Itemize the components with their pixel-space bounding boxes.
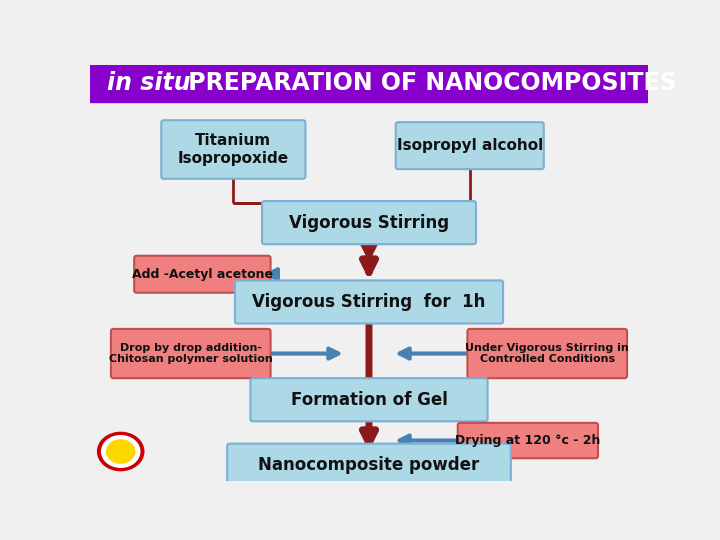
FancyBboxPatch shape (467, 329, 627, 378)
FancyBboxPatch shape (235, 280, 503, 323)
Text: Drop by drop addition-
Chitosan polymer solution: Drop by drop addition- Chitosan polymer … (109, 343, 273, 364)
FancyBboxPatch shape (134, 256, 271, 293)
FancyBboxPatch shape (251, 378, 487, 421)
Text: Add -Acetyl acetone: Add -Acetyl acetone (132, 268, 273, 281)
FancyBboxPatch shape (458, 423, 598, 458)
FancyBboxPatch shape (161, 120, 305, 179)
Text: PREPARATION OF NANOCOMPOSITES: PREPARATION OF NANOCOMPOSITES (180, 71, 677, 95)
Text: Vigorous Stirring: Vigorous Stirring (289, 214, 449, 232)
Text: Vigorous Stirring  for  1h: Vigorous Stirring for 1h (252, 293, 486, 311)
Text: Isopropyl alcohol: Isopropyl alcohol (397, 138, 543, 153)
FancyBboxPatch shape (396, 122, 544, 169)
Text: Formation of Gel: Formation of Gel (291, 391, 447, 409)
Text: Drying at 120 °c - 2h: Drying at 120 °c - 2h (455, 434, 600, 447)
Text: Titanium
Isopropoxide: Titanium Isopropoxide (178, 133, 289, 166)
FancyBboxPatch shape (228, 444, 510, 487)
Text: Nanocomposite powder: Nanocomposite powder (258, 456, 480, 474)
FancyBboxPatch shape (90, 65, 648, 102)
FancyBboxPatch shape (262, 201, 476, 244)
Text: in situ: in situ (107, 71, 191, 95)
Text: Under Vigorous Stirring in
Controlled Conditions: Under Vigorous Stirring in Controlled Co… (465, 343, 629, 364)
FancyBboxPatch shape (111, 329, 271, 378)
